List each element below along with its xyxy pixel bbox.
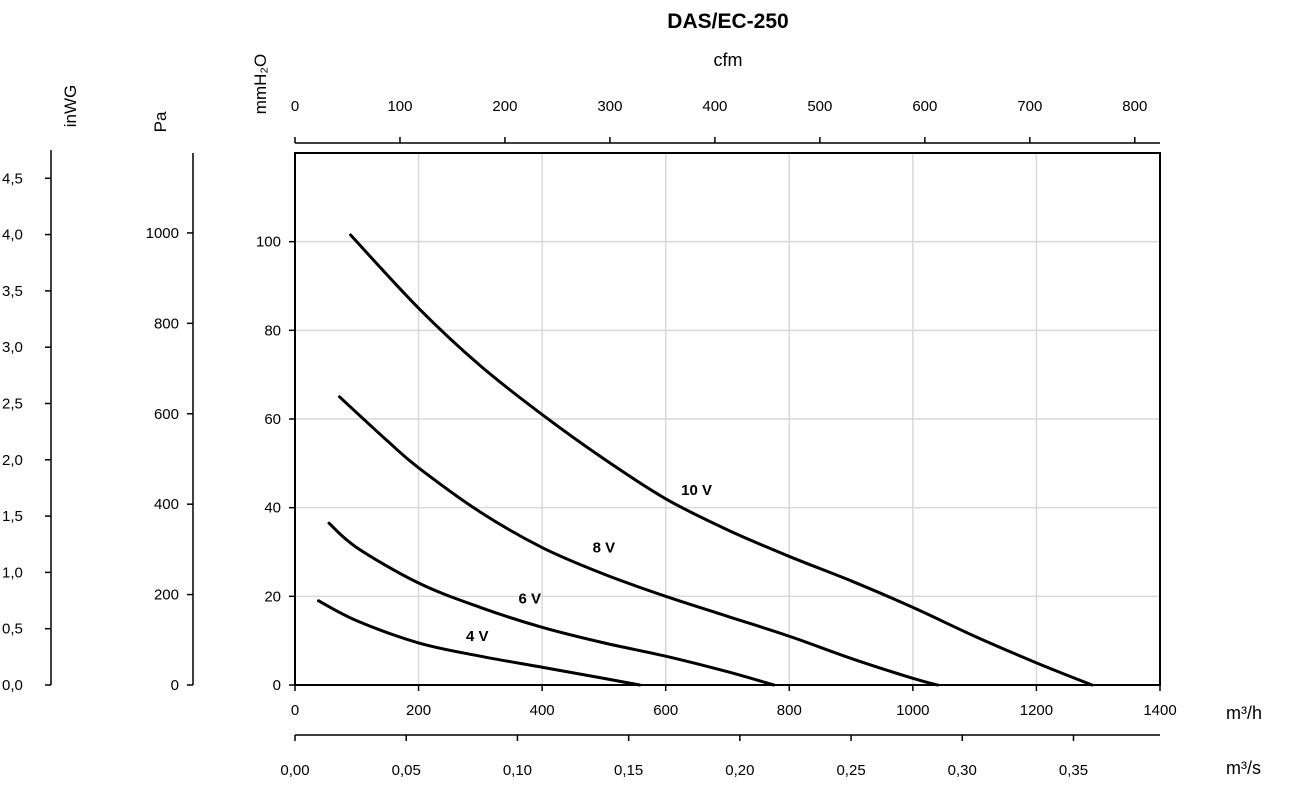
curve-8v [337, 395, 940, 687]
inwg-tick-label: 2,0 [2, 452, 23, 469]
x-tick-label: 0 [291, 702, 299, 719]
curve-label: 4 V [466, 628, 489, 645]
inwg-tick-label: 3,5 [2, 283, 23, 300]
m3s-tick-label: 0,05 [392, 762, 421, 779]
inwg-tick-label: 2,5 [2, 395, 23, 412]
inwg-tick-label: 4,0 [2, 227, 23, 244]
y-tick-label: 80 [264, 322, 281, 339]
m3s-tick-label: 0,35 [1059, 762, 1088, 779]
m3h-axis-label: m³/h [1226, 703, 1262, 723]
top-tick-label: 300 [597, 98, 622, 115]
curve-4v [316, 599, 642, 687]
x-tick-label: 600 [653, 702, 678, 719]
x-tick-label: 1000 [896, 702, 929, 719]
curve-labels: 10 V 8 V 6 V 4 V [466, 482, 712, 645]
x-tick-label: 1400 [1143, 702, 1176, 719]
top-tick-label: 400 [702, 98, 727, 115]
pa-tick-label: 0 [171, 677, 179, 694]
top-tick-label: 700 [1017, 98, 1042, 115]
top-tick-label: 0 [291, 98, 299, 115]
x-tick-label: 1200 [1020, 702, 1053, 719]
top-tick-label: 800 [1122, 98, 1147, 115]
x-tick-label: 800 [777, 702, 802, 719]
y-tick-label: 20 [264, 588, 281, 605]
chart-title: DAS/EC-250 [667, 10, 788, 33]
top-axis-label: cfm [714, 50, 743, 70]
y-tick-label: 0 [273, 677, 281, 694]
mmh2o-axis-label: mmH₂O [251, 54, 270, 114]
gridlines [295, 153, 1160, 685]
inwg-tick-label: 3,0 [2, 339, 23, 356]
inwg-tick-label: 4,5 [2, 170, 23, 187]
inwg-tick-label: 0,5 [2, 621, 23, 638]
pa-tick-label: 200 [154, 587, 179, 604]
m3s-tick-label: 0,25 [836, 762, 865, 779]
curves [316, 233, 1094, 687]
curve-label: 8 V [593, 540, 616, 557]
m3s-tick-label: 0,00 [280, 762, 309, 779]
inwg-tick-label: 0,0 [2, 677, 23, 694]
curve-label: 10 V [681, 482, 712, 499]
top-tick-label: 500 [807, 98, 832, 115]
inwg-tick-label: 1,0 [2, 564, 23, 581]
m3s-tick-label: 0,30 [948, 762, 977, 779]
inwg-axis-label: inWG [61, 85, 80, 128]
top-tick-label: 200 [492, 98, 517, 115]
y-tick-label: 40 [264, 500, 281, 517]
m3s-tick-label: 0,20 [725, 762, 754, 779]
pa-axis-label: Pa [151, 111, 170, 132]
pa-tick-label: 400 [154, 496, 179, 513]
pa-tick-label: 800 [154, 315, 179, 332]
curve-label: 6 V [519, 591, 542, 608]
pa-tick-label: 600 [154, 406, 179, 423]
curve-10v [349, 233, 1094, 687]
y-tick-label: 100 [256, 234, 281, 251]
top-tick-label: 600 [912, 98, 937, 115]
x-tick-label: 200 [406, 702, 431, 719]
inwg-tick-label: 1,5 [2, 508, 23, 525]
pa-tick-label: 1000 [146, 225, 179, 242]
curve-6v [327, 521, 776, 687]
y-tick-label: 60 [264, 411, 281, 428]
x-tick-label: 400 [530, 702, 555, 719]
m3s-axis-label: m³/s [1226, 758, 1261, 778]
m3s-tick-label: 0,10 [503, 762, 532, 779]
m3s-tick-label: 0,15 [614, 762, 643, 779]
top-tick-label: 100 [387, 98, 412, 115]
